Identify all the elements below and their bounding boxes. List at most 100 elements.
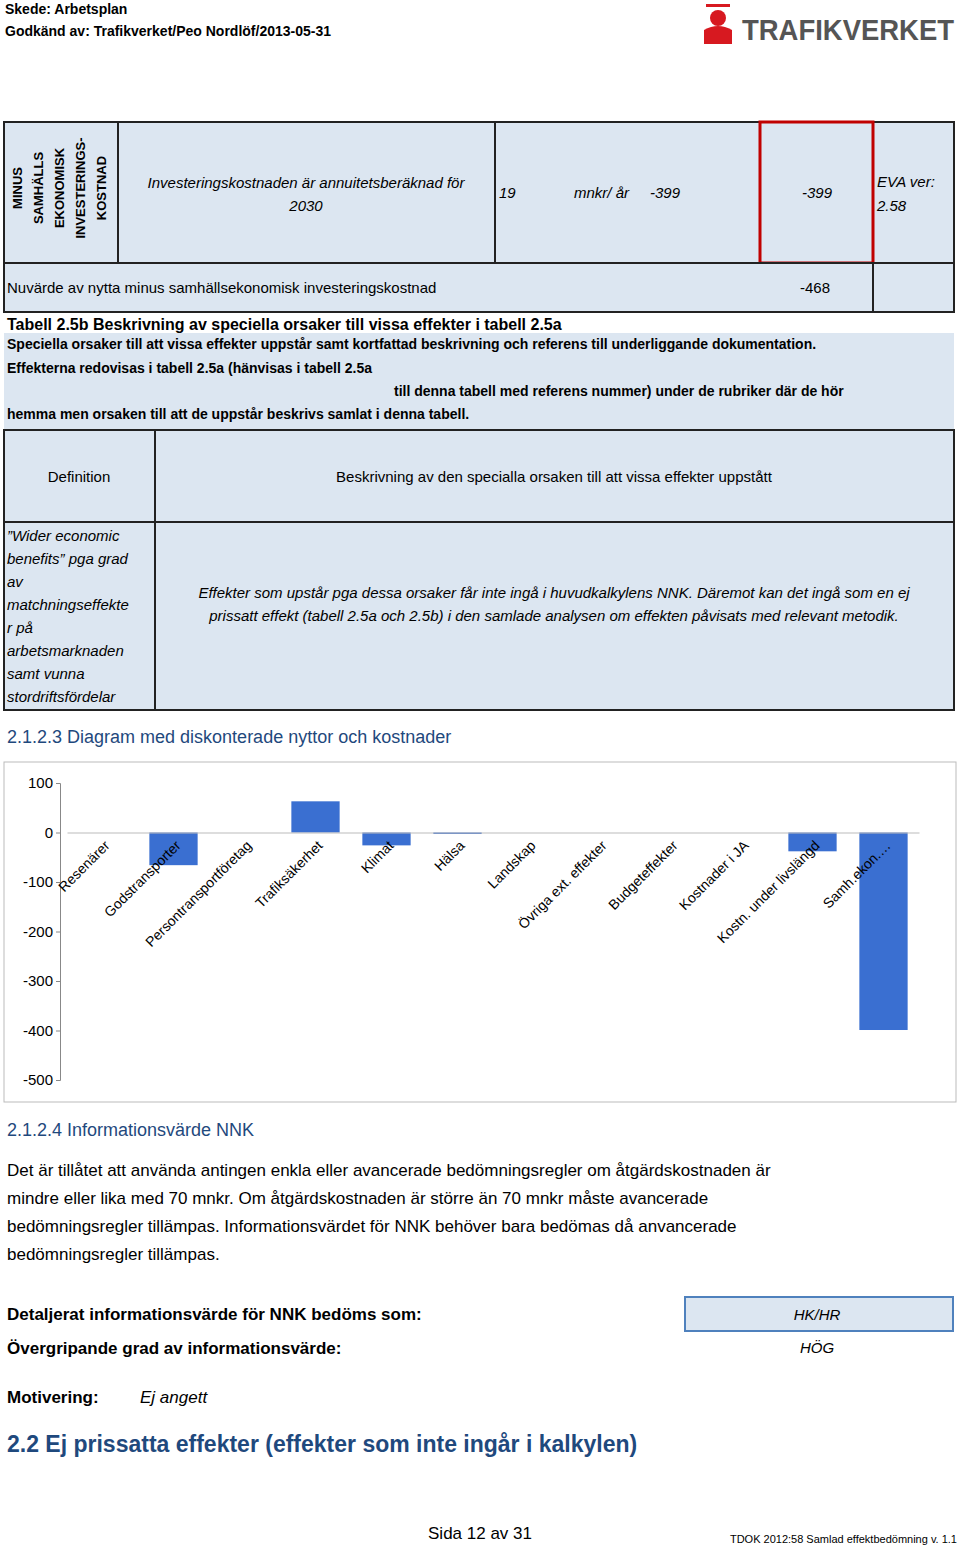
logo-mark (710, 10, 726, 26)
y-axis: -500 -400 -300 -200 -100 0 100 (23, 774, 61, 1088)
tick: Persontransportföretag (142, 837, 255, 950)
tick-label: Övriga ext. effekter (514, 836, 610, 932)
axis-line (68, 833, 920, 834)
intro-text: Effekterna redovisas i tabell 2.5a (hänv… (7, 360, 372, 376)
paragraph: bedömningsregler tillämpas. Informations… (7, 1217, 737, 1236)
cost-value: -399 (650, 184, 681, 201)
tick-label: Kostn. under livslängd (714, 837, 823, 946)
npv-row (4, 263, 873, 312)
column-header: Beskrivning av den specialla orsaken til… (336, 468, 773, 485)
header-stage: Skede: Arbetsplan (5, 1, 127, 17)
chart-frame (4, 762, 956, 1102)
tick: Budgeteffekter (605, 837, 681, 913)
axis-line (56, 784, 61, 1081)
cost-label: INVESTERINGS- (73, 137, 88, 238)
cost-label: SAMHÄLLS (31, 152, 46, 225)
tick: Samh.ekon.… (820, 837, 894, 911)
tick-mark (56, 783, 60, 784)
tick-label: -400 (23, 1022, 53, 1039)
document-id: TDOK 2012:58 Samlad effektbedömning v. 1… (730, 1533, 957, 1545)
cost-value: -399 (802, 184, 833, 201)
cost-label: EKONOMISK (52, 147, 67, 228)
npv-label: Nuvärde av nytta minus samhällsekonomisk… (7, 279, 436, 296)
section-heading: 2.2 Ej prissatta effekter (effekter som … (7, 1431, 637, 1457)
paragraph: Det är tillåtet att använda antingen enk… (7, 1161, 771, 1180)
tick: Trafiksäkerhet (252, 837, 326, 911)
cell-border (154, 430, 156, 710)
table-title: Tabell 2.5b Beskrivning av speciella ors… (7, 316, 562, 333)
tick-label: -500 (23, 1071, 53, 1088)
page-number: Sida 12 av 31 (428, 1524, 532, 1543)
description: Effekter som upstår pga dessa orsaker få… (198, 584, 910, 601)
field-box (685, 1297, 953, 1331)
tick-mark (56, 1080, 60, 1081)
field-value: Ej angett (140, 1388, 208, 1407)
bar (291, 801, 339, 832)
npv-value: -468 (800, 279, 830, 296)
version: EVA ver: (877, 173, 935, 190)
x-axis: ResenärerGodstransporterPersontransportf… (55, 833, 919, 950)
cost-unit: mnkr/ år (574, 184, 630, 201)
cost-label: KOSTNAD (94, 156, 109, 220)
definition: stordriftsfördelar (7, 688, 116, 705)
tick: Klimat (358, 837, 397, 876)
tick-label: Resenärer (55, 837, 113, 895)
highlight-cell (760, 122, 873, 263)
tick-label: Samh.ekon.… (820, 837, 894, 911)
version: 2.58 (876, 197, 907, 214)
intro-text: till denna tabell med referens nummer) u… (394, 383, 844, 399)
tick-label: Trafiksäkerhet (252, 837, 326, 911)
definition: arbetsmarknaden (7, 642, 124, 659)
description: prissatt effekt (tabell 2.5a och 2.5b) i… (208, 607, 899, 624)
tick: 0 (45, 824, 60, 841)
tick: 100 (28, 774, 60, 791)
cell-border (154, 522, 156, 710)
section-heading: 2.1.2.3 Diagram med diskonterade nyttor … (7, 727, 451, 747)
intro-text: hemma men orsaken till att de uppstår be… (7, 406, 469, 422)
cell-border (117, 122, 119, 263)
field-label: Detaljerat informationsvärde för NNK bed… (7, 1305, 422, 1324)
tick-label: Landskap (484, 837, 538, 891)
tick: -400 (23, 1022, 60, 1039)
cell-border (494, 122, 496, 263)
tick: Kostn. under livslängd (714, 837, 823, 946)
column-header: Definition (48, 468, 111, 485)
paragraph: mindre eller lika med 70 mnkr. Om åtgärd… (7, 1189, 708, 1208)
bars (149, 801, 907, 1030)
tick-label: 0 (45, 824, 53, 841)
npv-row (873, 263, 954, 312)
page: Skede: Arbetsplan Godkänd av: Trafikverke… (0, 0, 960, 1547)
field-label: Motivering: (7, 1388, 99, 1407)
paragraph: bedömningsregler tillämpas. (7, 1245, 220, 1264)
definition: av (7, 573, 24, 590)
cost-table (4, 122, 954, 263)
field-value: HÖG (800, 1339, 835, 1356)
tick-label: Godstransporter (101, 837, 184, 920)
logo-mark (706, 4, 730, 7)
logo-text: TRAFIKVERKET (742, 13, 954, 46)
cost-description: Investeringskostnaden är annuitetsberäkn… (148, 174, 466, 191)
tick-label: Hälsa (431, 837, 468, 874)
definition: r på (7, 619, 33, 636)
tick: -300 (23, 972, 60, 989)
intro-text: Speciella orsaker till att vissa effekte… (7, 336, 816, 352)
tick-mark (56, 932, 60, 933)
tick-label: Budgeteffekter (605, 837, 681, 913)
header-approved: Godkänd av: Trafikverket/Peo Nordlöf/201… (5, 23, 331, 39)
tick: Kostnader i JA (676, 837, 752, 913)
cost-description: 2030 (288, 197, 323, 214)
definition: benefits” pga grad (7, 550, 129, 567)
tick: -100 (23, 873, 60, 890)
tick-label: -100 (23, 873, 53, 890)
tick: Hälsa (431, 837, 468, 874)
tick: Övriga ext. effekter (514, 836, 610, 932)
table-row (4, 522, 954, 710)
tick: -200 (23, 923, 60, 940)
tick-mark (56, 1031, 60, 1032)
definition: samt vunna (7, 665, 85, 682)
tick-label: -300 (23, 972, 53, 989)
field-label: Övergripande grad av informationsvärde: (7, 1339, 341, 1358)
tick: Landskap (484, 837, 538, 891)
intro-box (4, 333, 954, 430)
tick: Resenärer (55, 837, 113, 895)
